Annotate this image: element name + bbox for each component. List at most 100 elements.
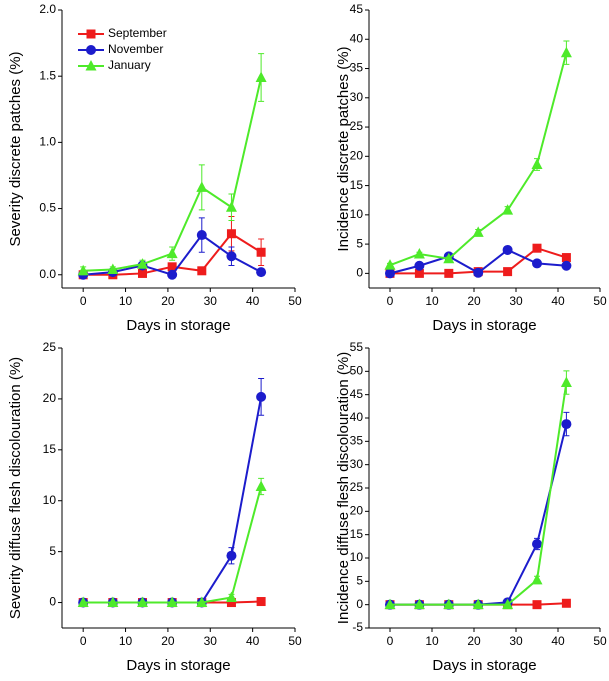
y-tick-label: 50 [350,364,364,378]
marker [472,598,484,610]
y-tick-label: 15 [350,527,364,541]
y-axis-title: Severity diffuse flesh discolouration (%… [7,357,24,619]
marker [561,253,571,263]
y-tick-label: 1.5 [39,68,56,82]
x-tick-label: 50 [593,294,607,308]
y-tick-label: 2.0 [39,2,56,16]
y-tick-label: 25 [350,480,364,494]
x-tick-label: 50 [593,634,607,648]
x-axis-title: Days in storage [126,657,230,674]
marker [502,598,514,610]
x-tick-label: 10 [119,294,133,308]
marker [256,247,266,257]
y-tick-label: 35 [350,434,364,448]
y-tick-label: 45 [350,387,364,401]
series-line [83,396,263,604]
marker [166,247,178,259]
y-tick-label: 5 [356,574,363,588]
y-tick-label: 40 [350,31,364,45]
marker [196,181,208,192]
marker [385,268,395,279]
y-tick-label: 25 [43,340,57,354]
x-axis-title: Days in storage [432,317,536,334]
series-line [83,77,263,272]
marker [561,260,572,271]
x-axis-title: Days in storage [432,657,536,674]
marker [107,263,119,274]
marker [443,598,455,610]
legend-marker [85,60,97,71]
y-tick-label: 10 [350,550,364,564]
y-tick-label: 25 [350,119,364,133]
marker [256,597,266,607]
y-tick-label: 30 [350,90,364,104]
marker [560,376,572,388]
y-axis-title: Incidence diffuse flesh discolouration (… [335,352,352,624]
x-tick-label: 20 [467,294,481,308]
y-tick-label: 55 [350,340,364,354]
y-tick-label: 10 [43,493,57,507]
x-tick-label: 10 [425,294,439,308]
marker [502,244,513,255]
legend-label: September [108,26,167,40]
y-axis-title: Severity discrete patches (%) [7,51,24,246]
y-tick-label: 5 [49,544,56,558]
marker [561,419,572,430]
x-tick-label: 20 [467,634,481,648]
marker [226,598,236,608]
y-tick-label: 40 [350,410,364,424]
marker [77,596,89,608]
marker [414,260,425,271]
marker [532,600,542,610]
marker [137,268,147,278]
marker [136,596,148,608]
y-tick-label: 45 [350,2,364,16]
x-tick-label: 10 [119,634,133,648]
x-tick-label: 0 [80,294,87,308]
marker [167,269,178,280]
x-tick-label: 10 [425,634,439,648]
marker [473,267,484,278]
y-tick-label: 15 [43,442,57,456]
marker [226,251,237,262]
y-axis-title: Incidence discrete patches (%) [335,46,352,251]
x-tick-label: 50 [288,634,302,648]
marker [225,201,237,212]
x-tick-label: 40 [246,634,260,648]
x-tick-label: 30 [509,294,523,308]
marker [532,243,542,253]
marker [225,591,237,602]
x-tick-label: 40 [551,294,565,308]
y-tick-label: 0 [356,597,363,611]
y-tick-label: 0 [49,595,56,609]
x-tick-label: 40 [246,294,260,308]
marker [167,262,177,272]
marker [413,598,425,610]
marker [472,226,484,237]
marker [256,391,267,402]
series-line [390,423,568,606]
marker [136,258,148,269]
y-tick-label: 30 [350,457,364,471]
y-tick-label: 0 [356,266,363,280]
marker [255,480,267,491]
legend-label: November [108,42,163,56]
marker [560,46,572,58]
marker [107,596,119,608]
y-tick-label: 35 [350,61,364,75]
legend-marker [86,45,96,55]
marker [384,259,396,270]
series-line [390,382,568,606]
marker [226,550,237,561]
x-tick-label: 40 [551,634,565,648]
marker [532,258,542,269]
y-tick-label: 5 [356,236,363,250]
y-tick-label: 20 [350,504,364,518]
x-tick-label: 20 [161,294,175,308]
marker [443,252,455,264]
marker [384,598,396,610]
marker [226,229,236,239]
y-tick-label: 1.0 [39,135,56,149]
y-tick-label: 15 [350,178,364,192]
